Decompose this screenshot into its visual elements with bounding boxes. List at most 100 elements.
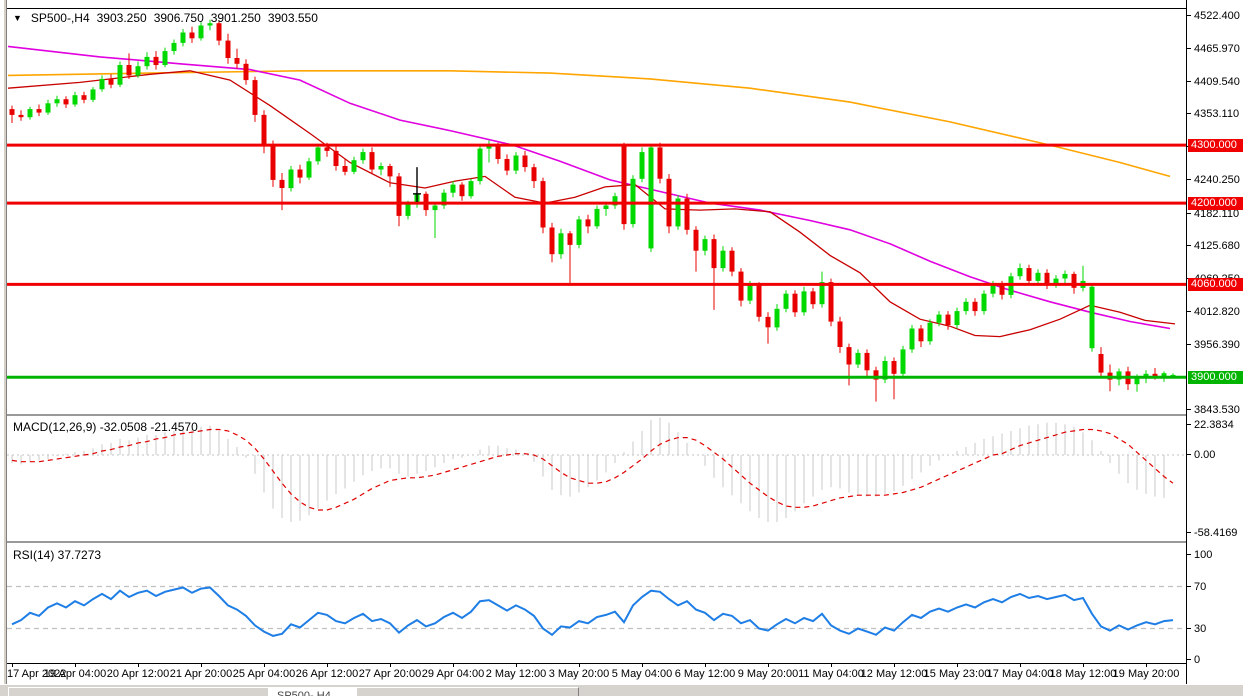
candle-body (945, 314, 951, 325)
candle-body (315, 147, 321, 162)
candle-body (1017, 268, 1023, 277)
time-tick (768, 664, 769, 667)
chart-tab[interactable] (356, 687, 579, 696)
time-tick (390, 664, 391, 667)
candle-body (1071, 273, 1077, 288)
time-label: 26 Apr 12:00 (295, 668, 359, 680)
candle-body (864, 352, 870, 371)
candle-body (576, 219, 582, 245)
price-tick-label: 4465.970 (1187, 43, 1240, 55)
candle-body (738, 271, 744, 301)
candle-body (801, 291, 807, 313)
candle-body (378, 166, 384, 170)
rsi-tick-label: 30 (1187, 623, 1206, 635)
time-tick (1146, 664, 1147, 667)
time-label: 27 Apr 20:00 (358, 668, 422, 680)
price-badge-4200.000: 4200.000 (1188, 197, 1243, 210)
candle-body (1089, 286, 1095, 349)
candle-body (882, 361, 888, 380)
time-label: 25 Apr 04:00 (232, 668, 296, 680)
candle-body (630, 178, 636, 225)
candle-body (1134, 378, 1140, 385)
candle-body (828, 282, 834, 322)
time-label: 15 May 23:00 (923, 668, 991, 680)
time-label: 19 May 20:00 (1112, 668, 1180, 680)
rsi-panel-canvas[interactable] (7, 544, 1186, 662)
candle-body (126, 65, 132, 76)
candle-body (954, 311, 960, 325)
time-tick (705, 664, 706, 667)
price-tick-label: 4240.250 (1187, 174, 1240, 186)
candle-body (702, 239, 708, 251)
panel-separator-macd[interactable] (7, 414, 1186, 417)
candle-body (720, 250, 726, 269)
candle-body (909, 328, 915, 350)
candle-body (567, 233, 573, 245)
candle-body (594, 208, 600, 227)
candle-body (45, 103, 51, 113)
candle-body (225, 40, 231, 58)
candle-body (513, 155, 519, 171)
rsi-tick-label: 0 (1187, 654, 1200, 666)
candle-body (162, 51, 168, 65)
macd-tick-label: 22.3834 (1187, 419, 1234, 431)
time-label: 12 May 12:00 (860, 668, 928, 680)
candle-body (306, 161, 312, 178)
candle-body (810, 291, 816, 305)
candle-body (765, 316, 771, 328)
time-tick (264, 664, 265, 667)
candle-body (963, 301, 969, 312)
panel-separator-rsi[interactable] (7, 541, 1186, 544)
macd-panel-canvas[interactable] (7, 417, 1186, 541)
candle-body (189, 32, 195, 39)
time-tick (75, 664, 76, 667)
symbol-period-label: SP500-,H4 (30, 11, 90, 25)
price-tick-label: 4012.820 (1187, 306, 1240, 318)
candle-body (648, 147, 654, 249)
candle-body (27, 109, 33, 118)
candle-body (927, 322, 933, 342)
chart-tab-strip: SP500-,H4 (0, 684, 1243, 696)
main-chart-canvas[interactable] (7, 9, 1186, 413)
candle-body (360, 152, 366, 161)
candle-body (504, 159, 510, 171)
price-badge-4060.000: 4060.000 (1188, 278, 1243, 291)
candle-body (477, 148, 483, 182)
candle-body (873, 370, 879, 380)
candle-body (288, 169, 294, 189)
candle-body (54, 99, 60, 104)
candle-body (1152, 373, 1158, 378)
candle-body (405, 204, 411, 216)
candle-body (774, 308, 780, 328)
candle-body (198, 25, 204, 39)
time-label: 17 Apr 2022 (7, 668, 67, 680)
candle-body (936, 314, 942, 323)
macd-tick-label: 0.00 (1187, 449, 1215, 461)
candle-body (99, 78, 105, 90)
time-label: 21 Apr 20:00 (169, 668, 233, 680)
candle-body (603, 205, 609, 209)
macd-indicator-label: MACD(12,26,9) -32.0508 -21.4570 (13, 420, 198, 434)
candle-body (999, 284, 1005, 295)
quote-high: 3906.750 (153, 11, 204, 25)
candle-body (693, 229, 699, 251)
candle-body (459, 184, 465, 197)
rsi-tick-label: 70 (1187, 581, 1206, 593)
candle-body (135, 66, 141, 76)
time-tick (642, 664, 643, 667)
price-axis[interactable]: 4522.4004465.9704409.5404353.1104296.680… (1186, 0, 1243, 695)
time-label: 5 May 04:00 (611, 668, 673, 680)
candle-body (1098, 354, 1104, 373)
quote-close: 3903.550 (267, 11, 318, 25)
time-label: 19 Apr 04:00 (43, 668, 107, 680)
candle-body (1116, 371, 1122, 380)
time-label: 11 May 04:00 (798, 668, 864, 680)
candle-body (531, 167, 537, 182)
candle-body (972, 301, 978, 312)
symbol-dropdown-icon[interactable]: ▼ (13, 13, 22, 23)
candle-body (612, 196, 618, 206)
time-label: 6 May 12:00 (674, 668, 736, 680)
candle-body (234, 58, 240, 64)
time-axis[interactable]: 17 Apr 2022 19 Apr 04:00 20 Apr 12:00 21 Ap… (7, 663, 1186, 683)
